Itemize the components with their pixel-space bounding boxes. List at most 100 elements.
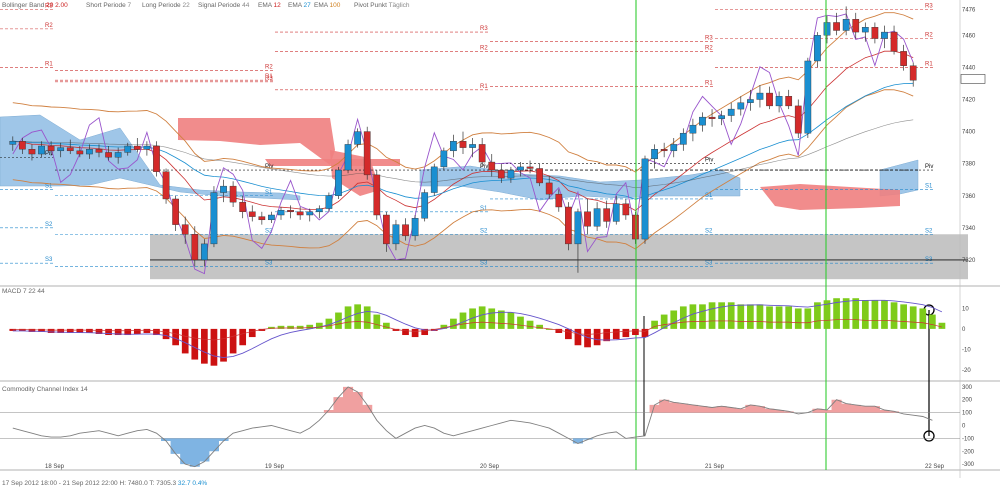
candle-up — [220, 185, 227, 193]
macd-bar — [287, 325, 294, 329]
macd-bar — [306, 324, 314, 329]
cci-line — [12, 386, 933, 468]
cci-y-tick: 100 — [962, 411, 973, 417]
pivot-label-r2: R2 — [705, 45, 713, 51]
candle-up — [124, 145, 132, 153]
macd-bar — [9, 328, 17, 331]
macd-bar — [114, 328, 122, 336]
macd-bar — [296, 325, 304, 329]
pivot-label-s2: S2 — [45, 222, 53, 228]
header-item-label: EMA — [288, 2, 303, 9]
macd-bar — [842, 298, 850, 329]
macd-bar — [612, 328, 620, 340]
macd-y-tick: 10 — [962, 306, 969, 312]
macd-bar — [258, 328, 266, 331]
candle-up — [344, 144, 352, 171]
macd-bar — [651, 320, 658, 329]
header-item-label: Pivot Punkt — [354, 2, 387, 9]
candle-up — [57, 147, 65, 152]
candle-down — [66, 147, 74, 152]
candle-down — [383, 214, 390, 245]
candle-up — [689, 124, 697, 134]
candle-up — [641, 158, 649, 240]
pivot-label-r2: R2 — [925, 33, 933, 39]
candle-down — [852, 19, 860, 33]
macd-bar — [57, 328, 65, 333]
macd-bar — [517, 316, 524, 329]
macd-bar — [861, 300, 869, 329]
candle-up — [430, 166, 438, 193]
candle-down — [660, 149, 668, 152]
candle-down — [402, 224, 409, 237]
candle-up — [210, 192, 218, 245]
macd-bar — [86, 328, 93, 333]
macd-bar — [737, 304, 745, 329]
candle-up — [804, 60, 812, 134]
macd-bar — [268, 326, 275, 329]
macd-bar — [478, 306, 486, 329]
pivot-label-s1: S1 — [705, 193, 713, 199]
candle-up — [450, 140, 457, 152]
header-item-0: Bollinger Band 20 2.00 — [2, 2, 68, 9]
macd-bar — [383, 322, 390, 329]
macd-bar — [47, 328, 55, 333]
macd-bar — [172, 328, 179, 346]
header-item-3: Signal Periode 44 — [198, 2, 250, 9]
candle-down — [871, 27, 879, 39]
pivot-label-r1: R1 — [925, 61, 933, 67]
candle-up — [354, 131, 361, 145]
candle-down — [632, 214, 639, 240]
candle-down — [794, 105, 802, 134]
pivot-label-r3: R3 — [265, 76, 273, 82]
candle-up — [114, 152, 122, 158]
candle-up — [775, 96, 783, 107]
candle-down — [536, 168, 543, 184]
macd-bar — [632, 328, 639, 336]
price-y-tick: 7360 — [962, 194, 976, 200]
candle-down — [28, 149, 36, 155]
ema-27-line — [12, 82, 914, 200]
candle-up — [718, 115, 725, 119]
pivot-label-s1: S1 — [265, 190, 273, 196]
macd-bar — [536, 324, 543, 329]
macd-bar — [507, 312, 515, 329]
pivot-label-r1: R1 — [705, 81, 713, 87]
header-item-value: 20 2.00 — [44, 2, 68, 9]
pivot-label-r2: R2 — [45, 23, 53, 29]
macd-bar — [785, 306, 793, 329]
header-item-value: 100 — [328, 2, 341, 9]
candle-down — [488, 161, 496, 171]
header-item-value: 22 — [181, 2, 190, 9]
candle-up — [612, 203, 620, 222]
candle-up — [392, 224, 400, 245]
cci-oversold-fill — [161, 438, 593, 467]
macd-bar — [133, 328, 141, 334]
price-y-tick: 7320 — [962, 258, 976, 264]
macd-bar — [689, 304, 697, 329]
header-item-value: 44 — [240, 2, 249, 9]
pivot-label-s3: S3 — [265, 260, 273, 266]
pivot-label-s3: S3 — [480, 260, 488, 266]
macd-bar — [641, 328, 649, 338]
candle-down — [622, 203, 630, 216]
status-from: 17 Sep 2012 18:00 — [2, 480, 57, 487]
price-y-tick: 7420 — [962, 97, 976, 103]
candle-up — [593, 208, 601, 227]
candle-down — [766, 92, 773, 107]
macd-bar — [660, 314, 668, 329]
candle-up — [699, 116, 706, 126]
macd-bar — [775, 306, 783, 329]
candle-down — [497, 169, 505, 179]
macd-bar — [823, 300, 831, 329]
candle-up — [823, 22, 831, 36]
candle-up — [143, 145, 151, 150]
cloud-blue-1 — [0, 114, 301, 201]
status-change: 32.7 — [176, 480, 191, 487]
header-item-label: EMA — [314, 2, 329, 9]
macd-bar — [373, 314, 381, 329]
cci-y-tick: 200 — [962, 398, 973, 404]
macd-slow-line — [12, 319, 943, 341]
candle-up — [756, 92, 764, 100]
price-y-tick: 7460 — [962, 33, 976, 39]
header-item-7: Pivot Punkt Täglich — [354, 2, 410, 9]
